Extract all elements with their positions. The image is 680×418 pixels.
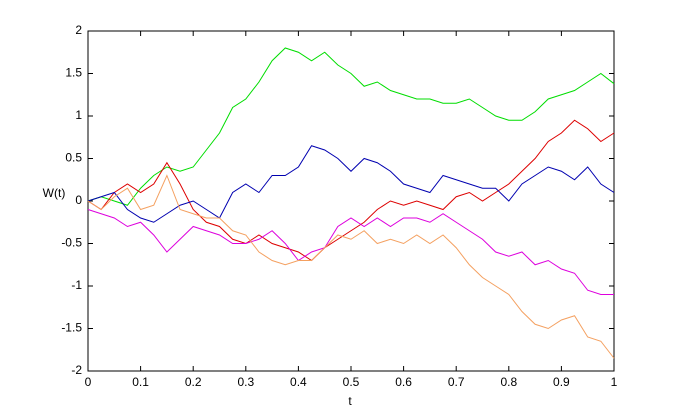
x-tick-label: 0.2 — [185, 375, 202, 389]
x-tick-label: 0.3 — [237, 375, 254, 389]
y-tick-label: -2 — [71, 363, 82, 377]
x-axis-label: t — [348, 394, 352, 408]
y-tick-label: 0.5 — [65, 151, 82, 165]
x-tick-label: 0.8 — [500, 375, 517, 389]
y-tick-label: -0.5 — [61, 236, 82, 250]
x-tick-label: 0.1 — [132, 375, 149, 389]
series-line — [87, 174, 615, 359]
y-tick-label: 0 — [75, 193, 82, 207]
series-line — [87, 119, 615, 262]
x-tick-label: 0 — [85, 375, 92, 389]
x-tick-label: 0.9 — [553, 375, 570, 389]
y-axis-label: W(t) — [43, 186, 66, 200]
series-line — [87, 47, 615, 206]
x-tick-label: 0.6 — [395, 375, 412, 389]
x-tick-label: 0.7 — [448, 375, 465, 389]
series-line — [87, 145, 615, 223]
y-tick-label: -1.5 — [61, 321, 82, 335]
plot-frame — [87, 30, 615, 372]
y-tick-label: 1 — [75, 108, 82, 122]
x-tick-label: 1 — [611, 375, 618, 389]
y-tick-label: 2 — [75, 23, 82, 37]
y-tick-label: 1.5 — [65, 66, 82, 80]
x-tick-label: 0.5 — [343, 375, 360, 389]
y-tick-label: -1 — [71, 278, 82, 292]
x-tick-label: 0.4 — [290, 375, 307, 389]
series-line — [87, 209, 614, 295]
